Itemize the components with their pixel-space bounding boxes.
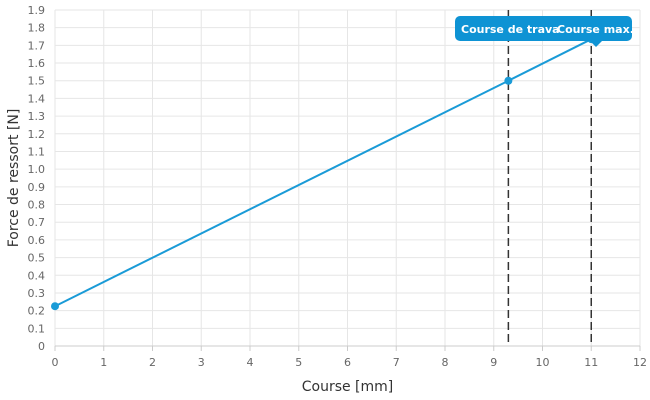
y-tick-label: 1.7	[28, 39, 46, 52]
y-tick-label: 0.4	[28, 269, 46, 282]
x-tick-label: 12	[633, 356, 647, 369]
x-axis-ticks: 0 1 2 3 4 5 6 7 8 9 10 11 12	[52, 346, 647, 369]
x-tick-label: 4	[247, 356, 254, 369]
y-tick-label: 0.8	[28, 199, 46, 212]
x-tick-label: 10	[536, 356, 550, 369]
badge-pointer	[590, 41, 602, 47]
x-tick-label: 6	[344, 356, 351, 369]
y-tick-label: 1.3	[28, 110, 46, 123]
y-tick-label: 1.6	[28, 57, 46, 70]
y-tick-label: 1.0	[28, 163, 46, 176]
y-tick-label: 0.9	[28, 181, 46, 194]
x-tick-label: 7	[393, 356, 400, 369]
x-tick-label: 5	[295, 356, 302, 369]
y-tick-label: 0.2	[28, 305, 46, 318]
y-tick-label: 1.5	[28, 75, 46, 88]
annotation-lines	[507, 10, 592, 346]
x-tick-label: 3	[198, 356, 205, 369]
y-axis-title: Force de ressort [N]	[6, 109, 22, 248]
y-tick-label: 1.9	[28, 4, 46, 17]
grid	[54, 9, 641, 347]
y-tick-label: 0.7	[28, 216, 46, 229]
annotation-label: Course de trava	[461, 23, 560, 36]
y-tick-label: 1.8	[28, 22, 46, 35]
y-tick-label: 1.2	[28, 128, 46, 141]
y-tick-label: 1.1	[28, 145, 46, 158]
y-axis-ticks: 0 0.1 0.2 0.3 0.4 0.5 0.6 0.7 0.8 0.9 1.0 1.1 1.2 1.3…	[28, 4, 46, 353]
x-axis-title: Course [mm]	[302, 379, 394, 395]
y-tick-label: 0.1	[28, 322, 46, 335]
badge-background	[455, 16, 632, 41]
y-tick-label: 0.5	[28, 252, 46, 265]
data-point	[504, 76, 513, 85]
x-tick-label: 11	[584, 356, 598, 369]
x-tick-label: 8	[442, 356, 449, 369]
x-tick-label: 0	[52, 356, 59, 369]
y-tick-label: 0	[38, 340, 45, 353]
y-tick-label: 1.4	[28, 92, 46, 105]
x-tick-label: 9	[490, 356, 497, 369]
x-tick-label: 2	[149, 356, 156, 369]
data-point	[51, 302, 59, 311]
y-tick-label: 0.6	[28, 234, 46, 247]
y-tick-label: 0.3	[28, 287, 46, 300]
x-tick-label: 1	[100, 356, 107, 369]
annotation-label: Course max.	[557, 23, 634, 36]
